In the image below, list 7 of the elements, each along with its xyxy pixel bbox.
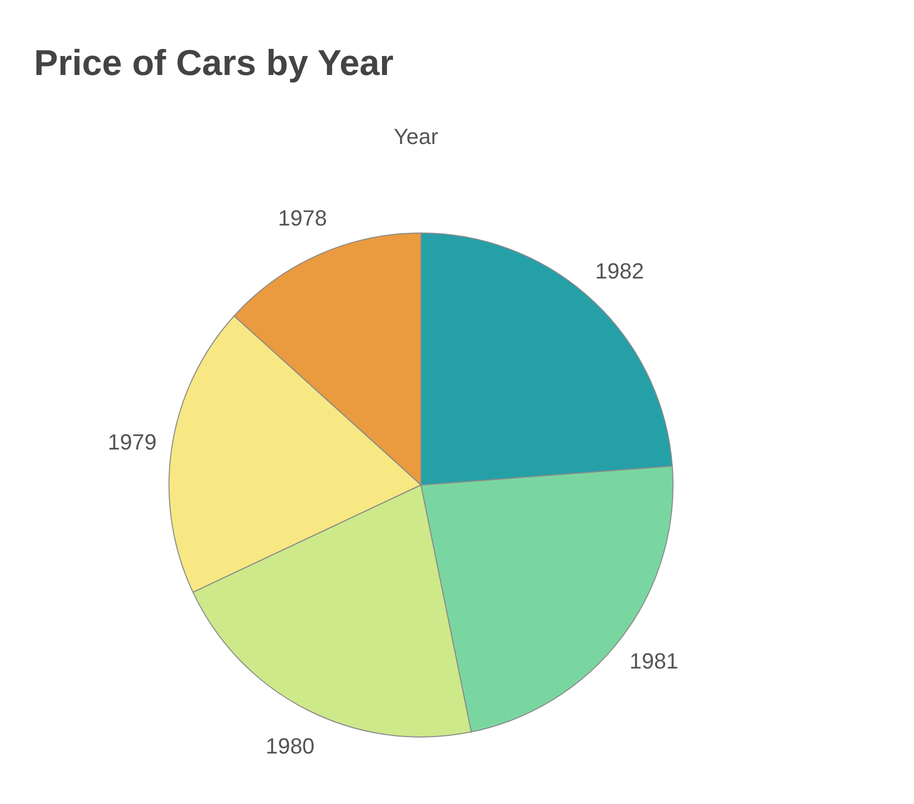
chart-title: Price of Cars by Year bbox=[34, 42, 394, 84]
slice-label: 1978 bbox=[278, 206, 327, 231]
chart-subtitle: Year bbox=[392, 124, 440, 150]
slice-label: 1979 bbox=[108, 430, 157, 455]
slice-label: 1980 bbox=[266, 734, 315, 758]
slice-label: 1982 bbox=[595, 258, 644, 284]
slice-label: 1981 bbox=[629, 648, 678, 674]
